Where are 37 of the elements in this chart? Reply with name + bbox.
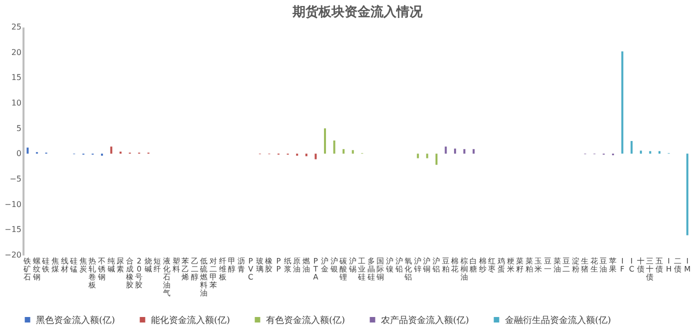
y-tick-label: 0 bbox=[16, 149, 22, 158]
bar bbox=[305, 154, 308, 156]
legend-label: 金融衍生品资金流入额(亿) bbox=[505, 314, 612, 326]
y-tick-label: −15 bbox=[4, 225, 22, 234]
bar bbox=[454, 148, 456, 154]
y-tick-label: −10 bbox=[4, 200, 22, 209]
legend-label: 能化资金流入额(亿) bbox=[151, 314, 230, 326]
bar bbox=[352, 150, 354, 154]
bar bbox=[649, 151, 652, 154]
bar bbox=[342, 149, 345, 154]
bar bbox=[324, 128, 326, 154]
bar bbox=[426, 154, 428, 158]
bar bbox=[333, 140, 336, 154]
chart-title: 期货板块资金流入情况 bbox=[292, 4, 424, 20]
y-tick-label: 25 bbox=[11, 22, 22, 32]
y-tick-label: −5 bbox=[10, 174, 22, 184]
bar bbox=[110, 146, 112, 154]
bar bbox=[314, 154, 317, 160]
y-tick-label: 5 bbox=[16, 124, 22, 133]
bar bbox=[444, 146, 447, 154]
y-tick-label: −20 bbox=[4, 250, 22, 260]
bar bbox=[640, 150, 642, 154]
legend-label: 有色资金流入额(亿) bbox=[266, 314, 346, 326]
bar bbox=[472, 149, 475, 154]
y-tick-label: 10 bbox=[11, 98, 22, 108]
y-tick-label: 15 bbox=[11, 73, 22, 82]
legend-label: 黑色资金流入额(亿) bbox=[36, 314, 116, 326]
bar bbox=[26, 148, 29, 154]
bar bbox=[463, 149, 466, 154]
bar bbox=[416, 154, 419, 158]
bar bbox=[658, 151, 660, 154]
bar bbox=[686, 154, 688, 236]
bar bbox=[630, 141, 633, 154]
y-tick-label: 20 bbox=[11, 48, 22, 57]
bar bbox=[621, 51, 624, 154]
bar bbox=[435, 154, 438, 165]
legend-label: 农产品资金流入额(亿) bbox=[381, 314, 470, 326]
